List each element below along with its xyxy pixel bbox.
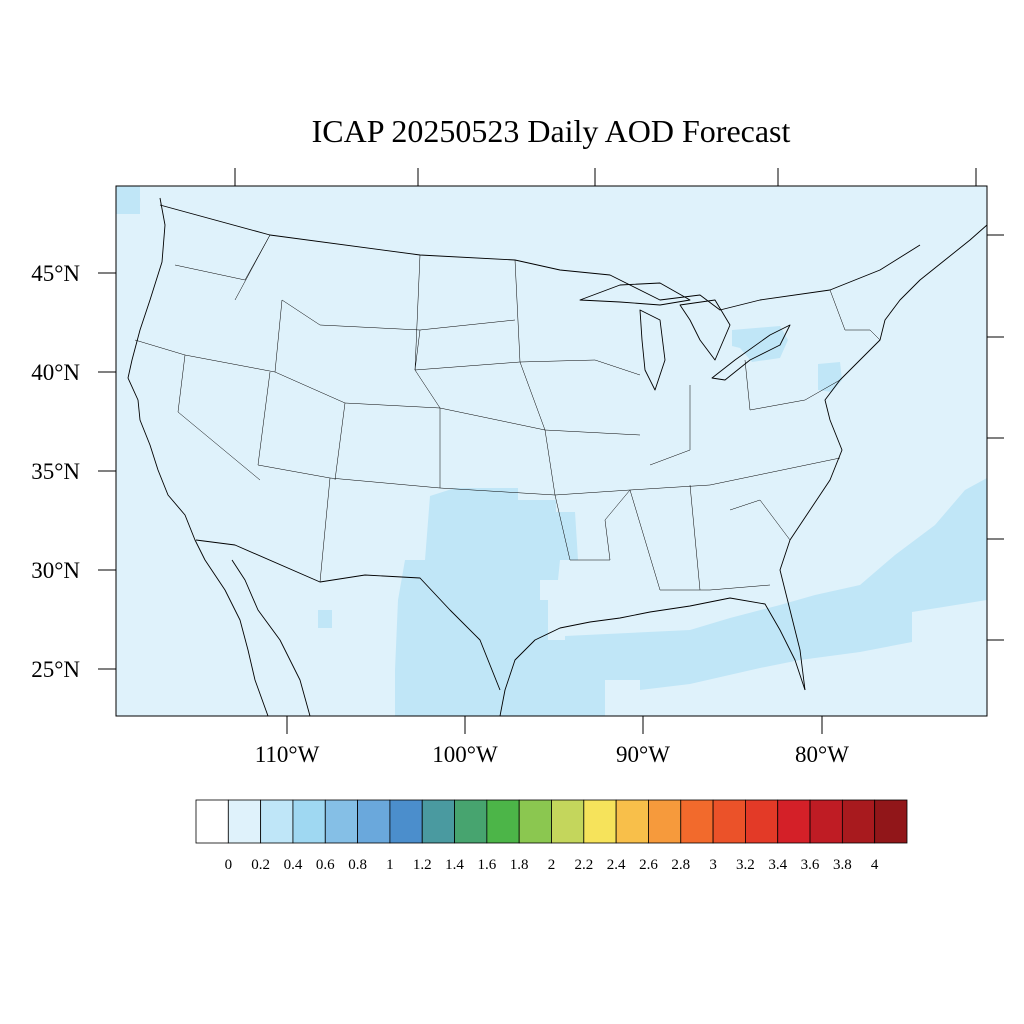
colorbar-labels: 0 0.2 0.4 0.6 0.8 1 1.2 1.4 1.6 1.8 2 2.2 2.4 2.6 2.8 3… — [225, 857, 879, 873]
colorbar-swatch — [615, 799, 649, 844]
colorbar-tick-label: 0.8 — [348, 857, 367, 873]
state-line — [257, 371, 346, 481]
lon-label: 80°W — [795, 742, 849, 767]
lake-michigan — [639, 309, 666, 391]
colorbar-tick-label: 3.4 — [768, 857, 787, 873]
gulf-coastline — [499, 597, 806, 716]
colorbar-tick-label: 4 — [871, 857, 879, 873]
colorbar-swatch — [745, 799, 779, 844]
colorbar-tick-label: 1.8 — [510, 857, 529, 873]
colorbar-swatch — [841, 799, 876, 844]
lake-huron — [679, 299, 731, 361]
lat-label: 45°N — [31, 261, 80, 286]
lon-label: 110°W — [255, 742, 320, 767]
colorbar-swatch — [486, 799, 520, 844]
aod-area-mid-atlantic — [818, 362, 842, 392]
colorbar-swatch — [874, 799, 908, 844]
state-line — [689, 484, 791, 591]
aod-area-gulf-atlantic — [565, 478, 987, 690]
atlantic-coastline — [779, 224, 987, 691]
colorbar-swatch — [227, 799, 262, 844]
state-line — [744, 359, 841, 411]
baja-coastline — [231, 559, 311, 716]
state-line — [649, 385, 691, 466]
colorbar-swatch — [712, 799, 746, 844]
state-line — [514, 259, 556, 496]
colorbar-swatch — [260, 799, 294, 844]
map-panel — [115, 185, 988, 717]
colorbar-swatch — [648, 799, 682, 844]
colorbar-tick-label: 1.4 — [445, 857, 464, 873]
colorbar-swatch — [357, 799, 391, 844]
colorbar-tick-label: 0.4 — [284, 857, 303, 873]
state-line — [519, 359, 641, 376]
state-line — [177, 354, 261, 481]
colorbar-tick-label: 2 — [548, 857, 556, 873]
colorbar-tick-label: 0.6 — [316, 857, 335, 873]
colorbar-swatch — [777, 799, 811, 844]
state-line — [319, 477, 331, 583]
aod-field — [116, 186, 987, 716]
state-line — [414, 254, 441, 488]
colorbar-swatch — [454, 799, 488, 844]
colorbar-tick-label: 2.6 — [639, 857, 658, 873]
colorbar-swatch — [324, 799, 358, 844]
colorbar-swatch — [680, 799, 714, 844]
state-line — [234, 234, 321, 373]
colorbar-tick-label: 2.2 — [574, 857, 593, 873]
colorbar-tick-label: 0 — [225, 857, 233, 873]
map-frame — [115, 185, 988, 717]
lon-label: 90°W — [616, 742, 670, 767]
colorbar-tick-label: 2.4 — [607, 857, 626, 873]
mexico-border — [195, 539, 501, 691]
colorbar — [195, 799, 908, 844]
lat-label: 35°N — [31, 459, 80, 484]
state-line — [414, 329, 521, 371]
colorbar-tick-label: 2.8 — [671, 857, 690, 873]
colorbar-tick-label: 3.2 — [736, 857, 755, 873]
lat-label: 40°N — [31, 360, 80, 385]
lat-label: 30°N — [31, 558, 80, 583]
state-borders — [134, 234, 881, 591]
colorbar-swatch — [583, 799, 617, 844]
colorbar-tick-label: 1.6 — [477, 857, 496, 873]
colorbar-tick-label: 3.6 — [801, 857, 820, 873]
colorbar-swatch — [389, 799, 423, 844]
colorbar-tick-label: 3.8 — [833, 857, 852, 873]
state-line — [829, 289, 881, 341]
colorbar-tick-label: 1 — [386, 857, 394, 873]
colorbar-swatch — [195, 799, 229, 844]
colorbar-tick-label: 3 — [709, 857, 717, 873]
colorbar-swatch — [421, 799, 455, 844]
aod-area-great-lakes — [732, 326, 788, 362]
lon-label: 100°W — [432, 742, 498, 767]
map-title: ICAP 20250523 Daily AOD Forecast — [312, 113, 791, 149]
colorbar-swatch — [292, 799, 326, 844]
pacific-coastline — [127, 197, 269, 716]
longitude-labels: 110°W 100°W 90°W 80°W — [255, 742, 850, 767]
state-line — [629, 489, 771, 591]
lat-label: 25°N — [31, 657, 80, 682]
aod-area-northwest — [116, 186, 140, 214]
colorbar-swatch — [809, 799, 843, 844]
lake-erie — [711, 324, 791, 381]
lake-superior — [579, 282, 691, 306]
state-line — [554, 489, 631, 561]
colorbar-tick-label: 0.2 — [251, 857, 270, 873]
aod-area-small-patch — [318, 610, 332, 628]
colorbar-swatch — [551, 799, 585, 844]
colorbar-tick-label: 1.2 — [413, 857, 432, 873]
latitude-labels: 45°N 40°N 35°N 30°N 25°N — [31, 261, 80, 682]
colorbar-swatch — [518, 799, 552, 844]
frame-ticks — [98, 168, 1004, 734]
aod-area-texas — [395, 488, 640, 716]
